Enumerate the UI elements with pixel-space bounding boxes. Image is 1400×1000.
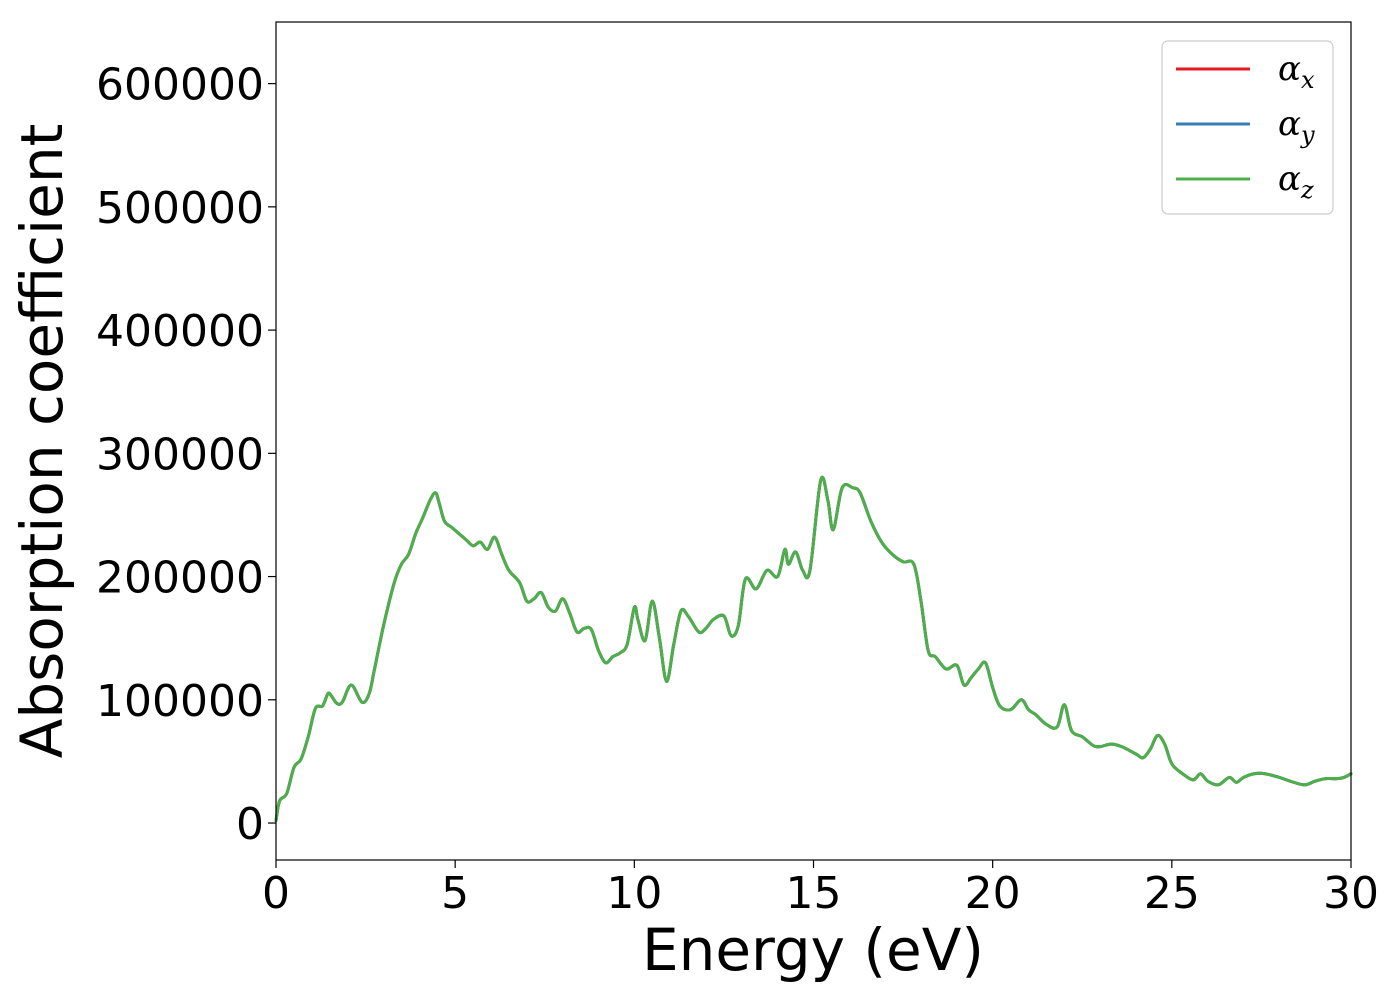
- series-line-alpha-z: [274, 475, 1353, 823]
- x-tick-label: 0: [262, 868, 290, 919]
- y-tick-label: 200000: [96, 553, 264, 604]
- y-tick-label: 400000: [96, 306, 264, 357]
- legend-label-symbol: α: [1278, 159, 1301, 199]
- y-tick-label: 600000: [96, 60, 264, 111]
- y-tick-label: 100000: [96, 676, 264, 727]
- legend-label-symbol: α: [1278, 104, 1301, 144]
- y-tick-label: 0: [236, 799, 264, 850]
- legend-label-alpha-x: αx: [1278, 49, 1315, 94]
- legend-label-subscript: z: [1300, 176, 1314, 204]
- legend-label-subscript: x: [1301, 66, 1315, 94]
- y-axis-title: Absorption coefficient: [8, 124, 76, 759]
- legend-label-alpha-y: αy: [1278, 104, 1315, 149]
- x-axis-ticks: 0 5 10 15 20 25 30: [262, 860, 1379, 919]
- x-tick-label: 15: [786, 868, 842, 919]
- x-tick-label: 5: [441, 868, 469, 919]
- legend-label-subscript: y: [1300, 121, 1315, 149]
- x-axis-title: Energy (eV): [642, 916, 984, 984]
- y-tick-label: 500000: [96, 183, 264, 234]
- legend-label-alpha-z: αz: [1278, 159, 1314, 204]
- x-tick-label: 25: [1144, 868, 1200, 919]
- x-tick-label: 30: [1323, 868, 1379, 919]
- legend-box: [1161, 40, 1334, 215]
- x-tick-label: 20: [965, 868, 1021, 919]
- y-axis-ticks: 0 100000 200000 300000 400000 500000 600000: [96, 60, 276, 850]
- y-tick-label: 300000: [96, 429, 264, 480]
- x-tick-label: 10: [606, 868, 662, 919]
- series-layer: [274, 475, 1353, 823]
- legend-label-symbol: α: [1278, 49, 1301, 89]
